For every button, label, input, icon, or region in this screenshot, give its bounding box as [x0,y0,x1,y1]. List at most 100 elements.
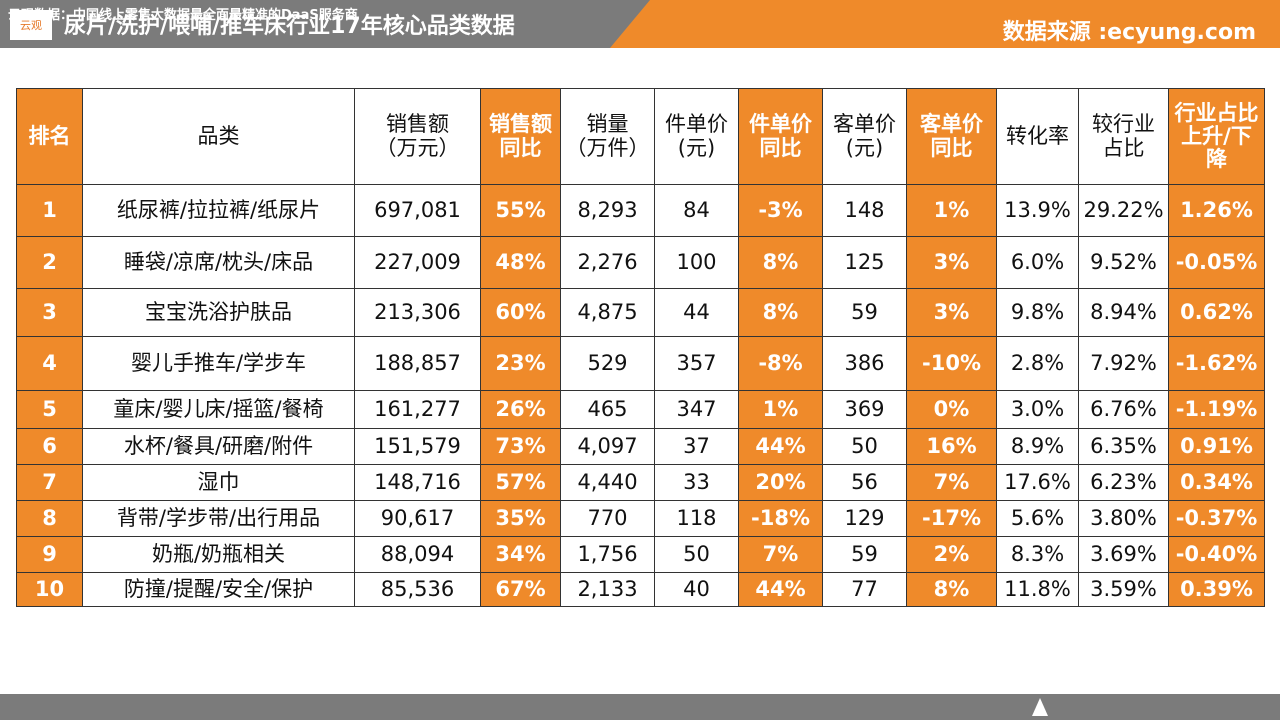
cell: 6.76% [1078,390,1169,429]
cell: 16% [906,428,997,465]
table-row: 5 童床/婴儿床/摇篮/餐椅 161,277 26% 465 347 1% 369 0% 3.0%… [16,390,1265,429]
cell: 84 [654,184,739,237]
cell: 148,716 [354,464,481,501]
cell: 3.80% [1078,500,1169,537]
cell: 4,875 [560,288,655,337]
cell: 369 [822,390,907,429]
cell: 3% [906,236,997,289]
cell: 33 [654,464,739,501]
header-cell: 客单价 (元) [822,88,907,185]
cell: 347 [654,390,739,429]
cell: 2,276 [560,236,655,289]
cell: 3.59% [1078,572,1169,607]
cell: 防撞/提醒/安全/保护 [82,572,355,607]
cell: 5 [16,390,83,429]
cell: 0.62% [1168,288,1265,337]
triangle-icon [1032,698,1048,716]
cell: 100 [654,236,739,289]
table-row: 3 宝宝洗浴护肤品 213,306 60% 4,875 44 8% 59 3% 9.8% 8.94%… [16,288,1265,337]
cell: 10 [16,572,83,607]
table-row: 排名 品类 销售额 （万元） 销售额 同比 销量 （万件） 件单价 (元) 件单价 同比 客单… [16,88,1265,185]
cell: 睡袋/凉席/枕头/床品 [82,236,355,289]
cell: -1.19% [1168,390,1265,429]
cell: 0.34% [1168,464,1265,501]
cell: 婴儿手推车/学步车 [82,336,355,391]
cell: 3 [16,288,83,337]
cell: 26% [480,390,561,429]
cell: -1.62% [1168,336,1265,391]
header-cell: 件单价 (元) [654,88,739,185]
header-cell: 客单价 同比 [906,88,997,185]
table-row: 4 婴儿手推车/学步车 188,857 23% 529 357 -8% 386 -10% 2.8%… [16,336,1265,391]
cell: 85,536 [354,572,481,607]
cell: 29.22% [1078,184,1169,237]
cell: 8% [906,572,997,607]
cell: 59 [822,288,907,337]
cell: -0.37% [1168,500,1265,537]
cell: 34% [480,536,561,573]
cell: 水杯/餐具/研磨/附件 [82,428,355,465]
cell: 118 [654,500,739,537]
cell: 3% [906,288,997,337]
cell: 44 [654,288,739,337]
cell: 161,277 [354,390,481,429]
cell: 7% [906,464,997,501]
cell: 20% [738,464,823,501]
header-cell: 销量 （万件） [560,88,655,185]
cell: 8 [16,500,83,537]
header-cell: 较行业 占比 [1078,88,1169,185]
source: 数据来源 :ecyung.com [1002,20,1256,45]
cell: 125 [822,236,907,289]
cell: 9.52% [1078,236,1169,289]
cell: 148 [822,184,907,237]
cell: 6.0% [996,236,1079,289]
cell: 57% [480,464,561,501]
cell: 465 [560,390,655,429]
footer-text: 云观数据：中国线上零售大数据最全面最精准的DaaS服务商 [8,8,358,23]
cell: 1% [906,184,997,237]
cell: 9.8% [996,288,1079,337]
table-row: 9 奶瓶/奶瓶相关 88,094 34% 1,756 50 7% 59 2% 8.3% 3.69% -… [16,536,1265,573]
cell: 2 [16,236,83,289]
cell: 56 [822,464,907,501]
cell: 770 [560,500,655,537]
cell: -18% [738,500,823,537]
header-cell: 销售额 同比 [480,88,561,185]
cell: -0.40% [1168,536,1265,573]
cell: 8% [738,236,823,289]
cell: 宝宝洗浴护肤品 [82,288,355,337]
cell: 纸尿裤/拉拉裤/纸尿片 [82,184,355,237]
cell: 48% [480,236,561,289]
cell: 1.26% [1168,184,1265,237]
cell: 9 [16,536,83,573]
title: 尿片/洗护/喂哺/推车床行业17年核心品类数据 [64,14,515,39]
cell: 0.39% [1168,572,1265,607]
cell: 188,857 [354,336,481,391]
cell: 1 [16,184,83,237]
cell: 44% [738,572,823,607]
cell: 35% [480,500,561,537]
cell: 2,133 [560,572,655,607]
cell: 73% [480,428,561,465]
cell: 7% [738,536,823,573]
cell: 0% [906,390,997,429]
cell: 6.23% [1078,464,1169,501]
data-table: 排名 品类 销售额 （万元） 销售额 同比 销量 （万件） 件单价 (元) 件单价 同比 客单… [16,88,1265,607]
cell: 88,094 [354,536,481,573]
logo: 云观 [10,10,52,40]
cell: 90,617 [354,500,481,537]
table-row: 2 睡袋/凉席/枕头/床品 227,009 48% 2,276 100 8% 125 3% 6.0… [16,236,1265,289]
cell: -3% [738,184,823,237]
cell: 37 [654,428,739,465]
cell: 4 [16,336,83,391]
footer-bar [0,694,1280,720]
cell: 67% [480,572,561,607]
cell: 1% [738,390,823,429]
table-row: 10 防撞/提醒/安全/保护 85,536 67% 2,133 40 44% 77 8% 11.8… [16,572,1265,607]
cell: 8.94% [1078,288,1169,337]
cell: 2.8% [996,336,1079,391]
header-cell: 排名 [16,88,83,185]
table-row: 8 背带/学步带/出行用品 90,617 35% 770 118 -18% 129 -17% 5.… [16,500,1265,537]
cell: 8.9% [996,428,1079,465]
